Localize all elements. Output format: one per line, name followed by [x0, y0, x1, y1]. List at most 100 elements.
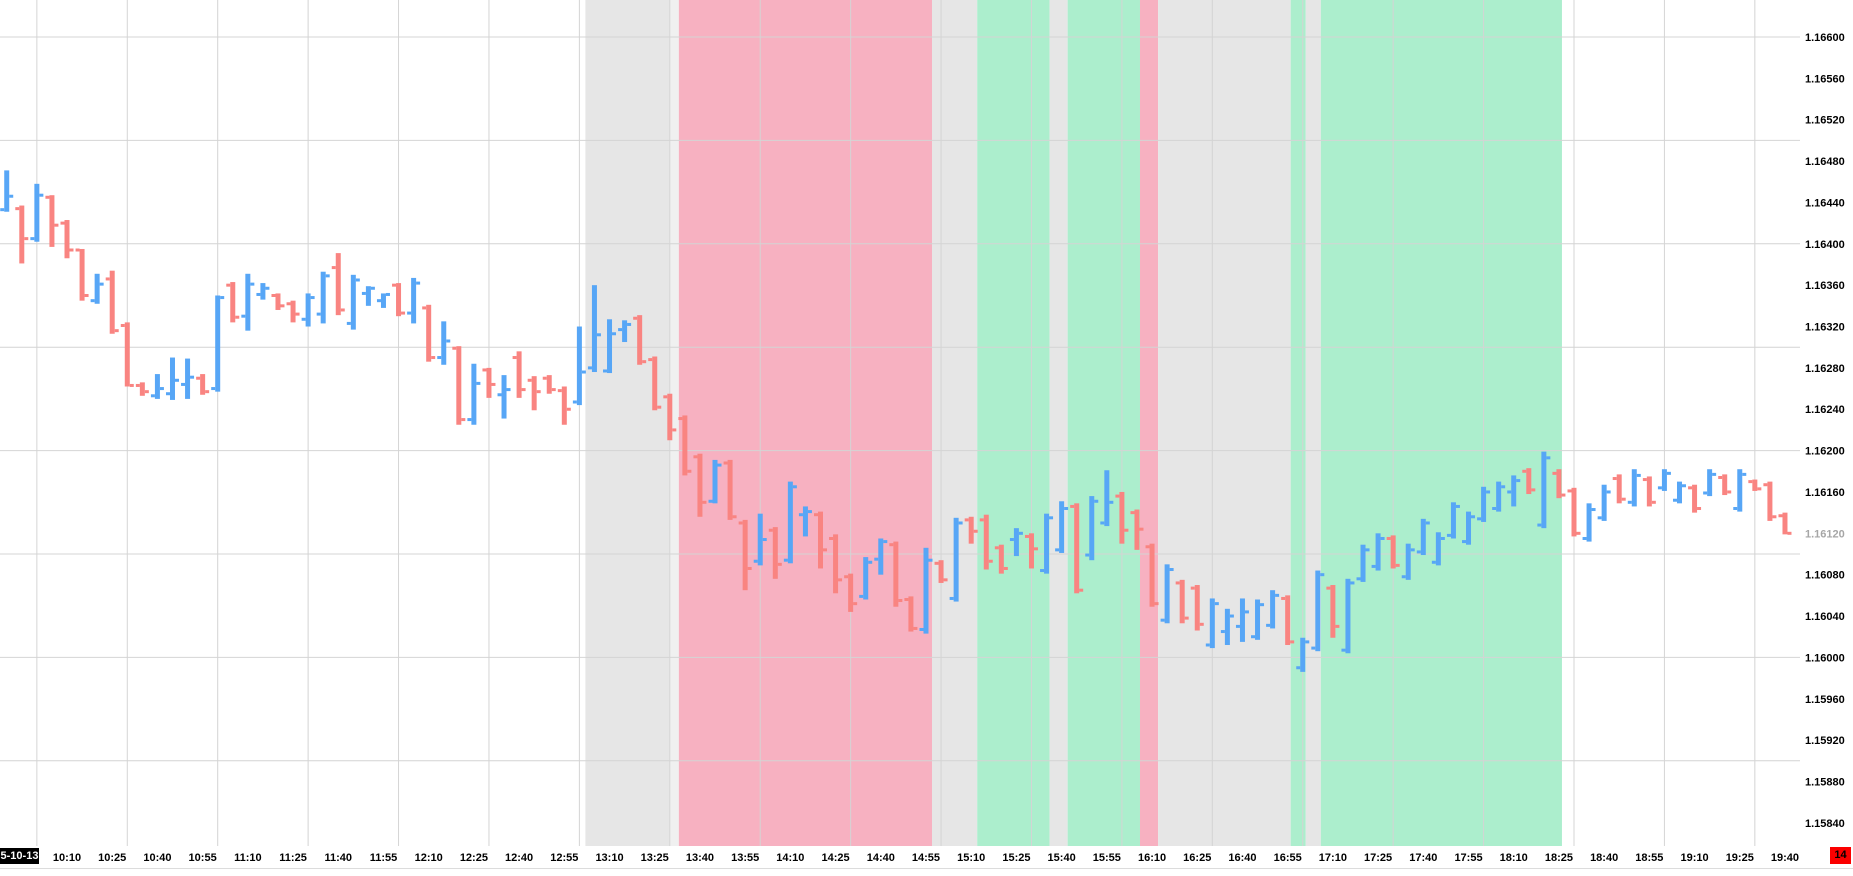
- bar-range: [275, 293, 281, 310]
- price-axis-label: 1.15840: [1805, 818, 1845, 830]
- ohlc-bar: [1055, 501, 1069, 553]
- close-tick: [1079, 588, 1084, 592]
- ohlc-bar: [1703, 469, 1717, 497]
- time-axis-label: 16:10: [1138, 852, 1166, 864]
- ohlc-bar: [919, 547, 933, 634]
- price-axis-label: 1.16160: [1805, 487, 1845, 499]
- bar-range: [923, 547, 929, 634]
- bar-range: [1450, 502, 1456, 539]
- open-tick: [889, 543, 894, 547]
- open-tick: [1311, 646, 1316, 650]
- ohlc-bar: [527, 376, 541, 411]
- bar-range: [1044, 513, 1050, 574]
- bar-range: [848, 573, 854, 612]
- time-axis-label: 12:10: [415, 852, 443, 864]
- bar-range: [1028, 533, 1034, 569]
- bar-range: [772, 527, 778, 579]
- open-tick: [919, 627, 924, 631]
- close-tick: [24, 237, 29, 241]
- ohlc-bar: [1401, 543, 1415, 580]
- open-tick: [1507, 490, 1512, 494]
- bar-range: [1285, 595, 1291, 645]
- bar-range: [1149, 543, 1155, 607]
- price-axis: 1.16600 1.16560 1.16520 1.16480 1.16440 1.164…: [1805, 32, 1845, 830]
- open-tick: [859, 594, 864, 598]
- ohlc-bar: [904, 596, 918, 632]
- close-tick: [39, 193, 44, 197]
- close-tick: [898, 599, 903, 603]
- close-tick: [581, 370, 586, 374]
- open-tick: [708, 499, 713, 503]
- open-tick: [226, 283, 231, 287]
- open-tick: [376, 299, 381, 303]
- bar-range: [245, 273, 251, 331]
- ohlc-bar: [286, 300, 300, 323]
- open-tick: [1416, 550, 1421, 554]
- grid-layer: [0, 0, 1800, 846]
- ohlc-bar: [226, 282, 240, 323]
- ohlc-bar: [376, 292, 390, 308]
- close-tick: [1049, 516, 1054, 520]
- open-tick: [1055, 548, 1060, 552]
- ohlc-bar: [271, 293, 285, 310]
- session-band-green: [1067, 0, 1140, 846]
- bar-range: [1074, 503, 1080, 594]
- ohlc-bar: [1672, 481, 1686, 504]
- bar-range: [953, 517, 959, 602]
- close-tick: [1501, 485, 1506, 489]
- ohlc-bar: [1115, 491, 1129, 544]
- bar-range: [94, 273, 100, 304]
- time-axis-label: 19:40: [1771, 852, 1799, 864]
- close-tick: [1169, 568, 1174, 572]
- close-tick: [205, 390, 210, 394]
- price-axis-label: 1.16400: [1805, 239, 1845, 251]
- close-tick: [1350, 581, 1355, 585]
- bar-range: [426, 304, 432, 362]
- open-tick: [331, 266, 336, 270]
- close-tick: [1440, 536, 1445, 540]
- close-tick: [385, 292, 390, 296]
- open-tick: [1024, 534, 1029, 538]
- time-axis-label: 12:25: [460, 852, 488, 864]
- ohlc-bar: [1130, 509, 1144, 550]
- ohlc-bar: [241, 273, 255, 331]
- time-axis-label: 17:55: [1454, 852, 1482, 864]
- bar-range: [1722, 474, 1728, 496]
- ohlc-bar: [331, 253, 345, 316]
- ohlc-bar: [1326, 585, 1340, 638]
- open-tick: [1552, 471, 1557, 475]
- ohlc-bar: [165, 357, 179, 400]
- time-axis-label: 16:25: [1183, 852, 1211, 864]
- close-tick: [370, 286, 375, 290]
- time-axis-label: 13:40: [686, 852, 714, 864]
- close-tick: [446, 339, 451, 343]
- ohlc-bar: [1748, 479, 1762, 491]
- close-tick: [1320, 573, 1325, 577]
- close-tick: [973, 529, 978, 533]
- close-tick: [174, 378, 179, 382]
- ohlc-bar: [1431, 532, 1445, 566]
- bar-range: [215, 295, 221, 392]
- close-tick: [506, 388, 511, 392]
- close-tick: [1094, 499, 1099, 503]
- open-tick: [482, 368, 487, 372]
- open-tick: [1251, 635, 1256, 639]
- open-tick: [1672, 498, 1677, 502]
- open-tick: [1537, 523, 1542, 527]
- close-tick: [295, 312, 300, 316]
- open-tick: [497, 393, 502, 397]
- time-axis-label: 13:25: [641, 852, 669, 864]
- ohlc-bar: [949, 517, 963, 602]
- close-tick: [1033, 547, 1038, 551]
- close-tick: [114, 329, 119, 333]
- close-tick: [84, 294, 89, 297]
- close-tick: [1727, 490, 1732, 494]
- open-tick: [1070, 504, 1075, 508]
- bar-range: [456, 346, 462, 425]
- time-axis-label: 15:40: [1048, 852, 1076, 864]
- bar-range: [64, 220, 70, 259]
- bar-range: [1661, 469, 1667, 491]
- open-tick: [753, 559, 758, 563]
- ohlc-bar: [1205, 598, 1219, 649]
